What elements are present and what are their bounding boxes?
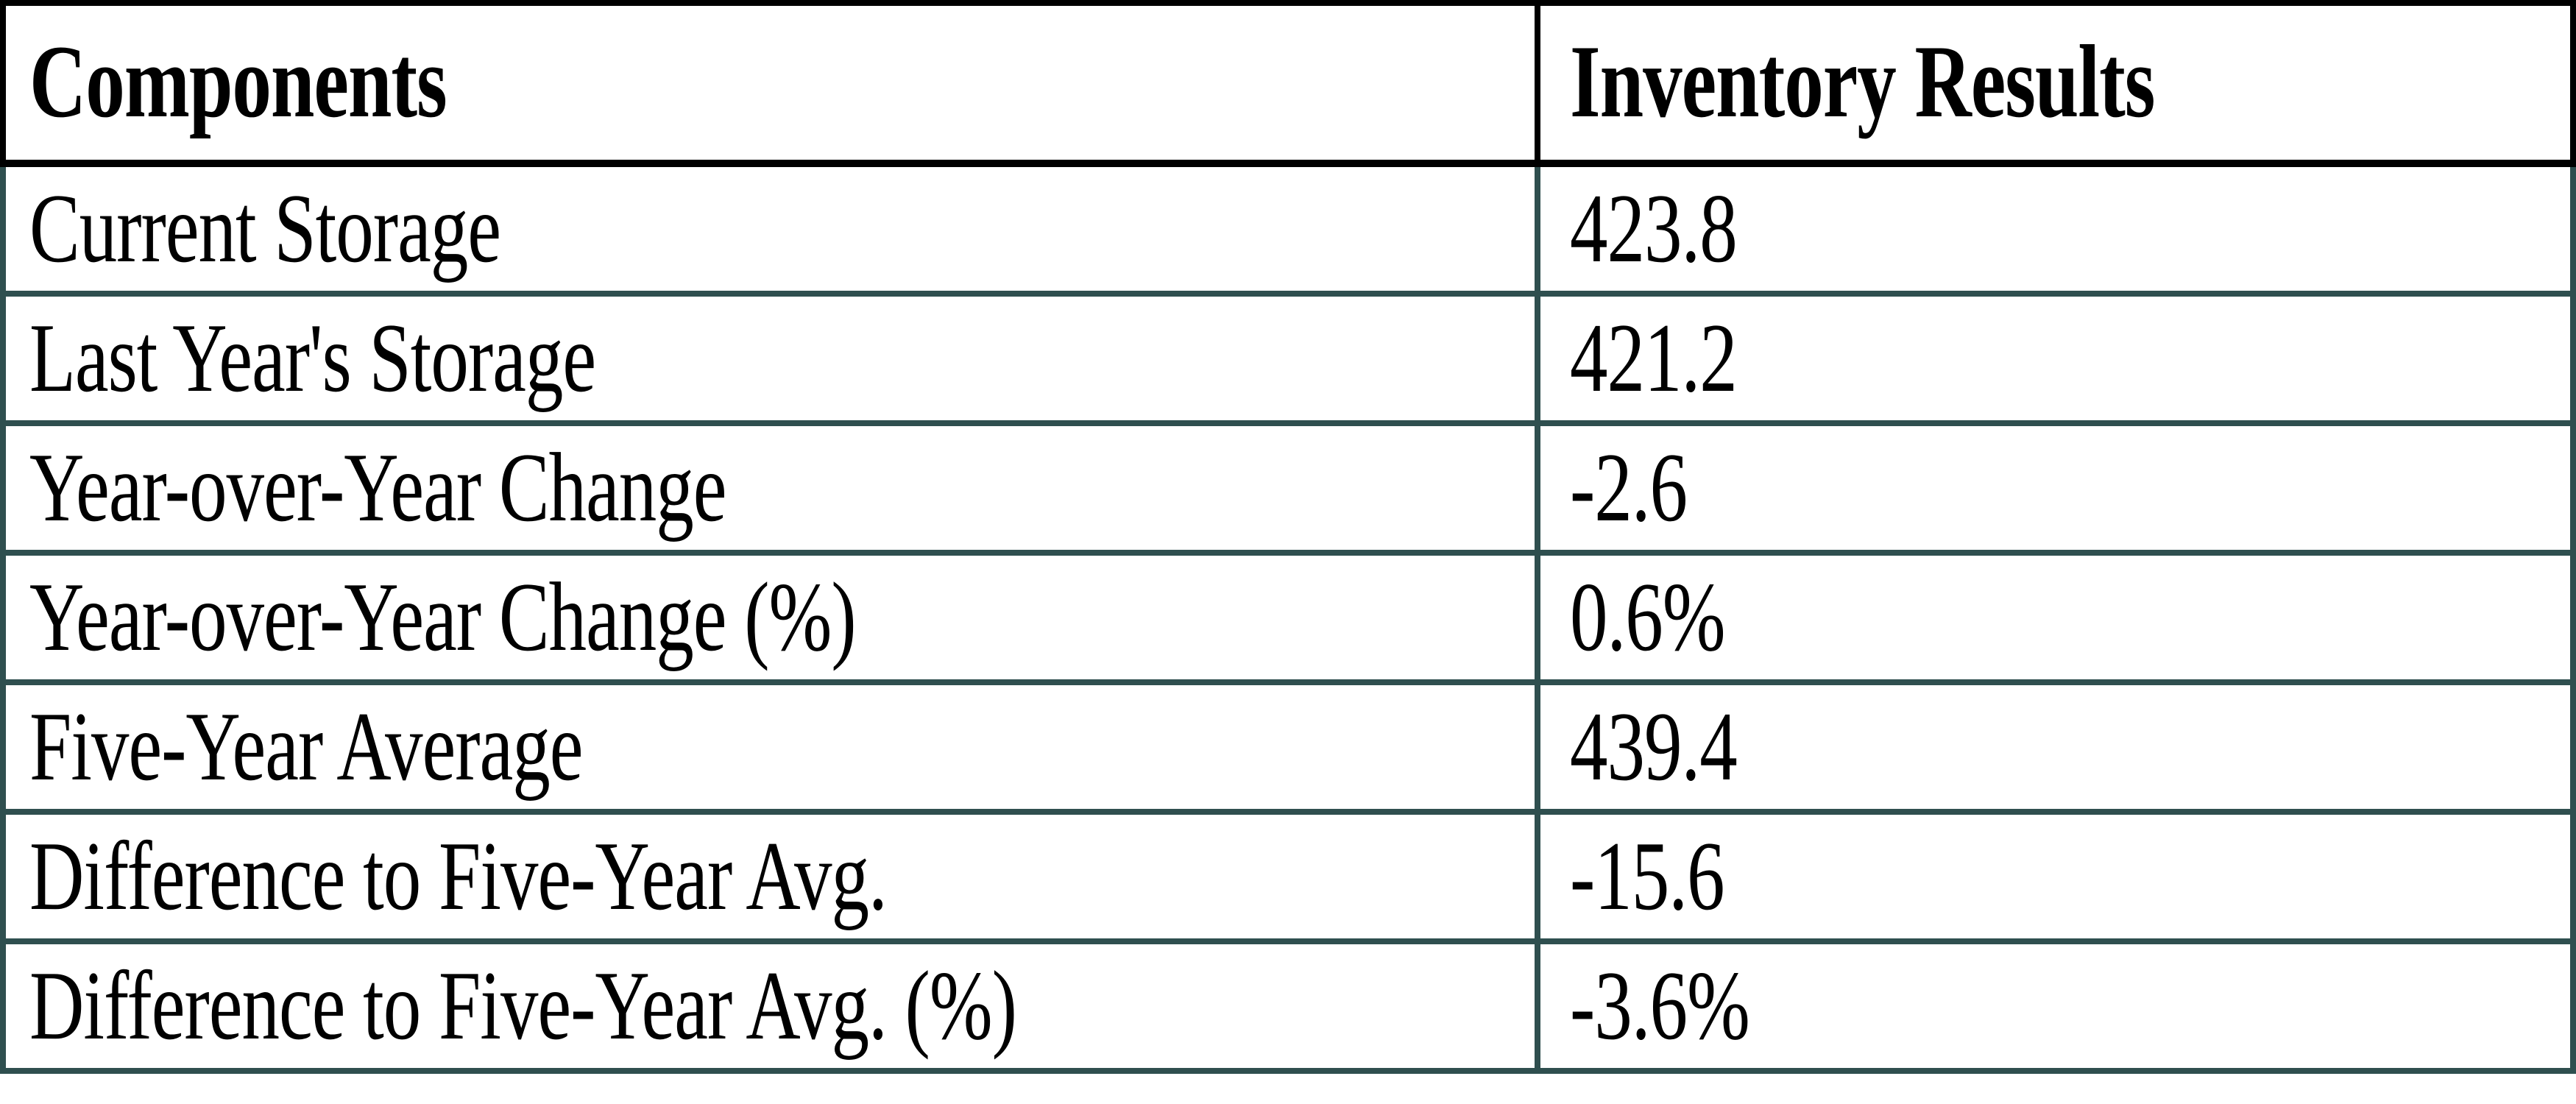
component-cell: Difference to Five-Year Avg. xyxy=(6,815,1540,938)
header-label-components: Components xyxy=(29,24,447,140)
component-cell: Difference to Five-Year Avg. (%) xyxy=(6,944,1540,1068)
header-label-results: Inventory Results xyxy=(1570,24,2155,140)
component-label: Current Storage xyxy=(29,174,501,283)
value-cell: -2.6 xyxy=(1540,426,2570,550)
value-text: -15.6 xyxy=(1570,821,1725,931)
component-label: Year-over-Year Change (%) xyxy=(29,562,857,672)
value-cell: -15.6 xyxy=(1540,815,2570,938)
table-header-row: Components Inventory Results xyxy=(0,0,2576,167)
component-label: Difference to Five-Year Avg. xyxy=(29,821,888,931)
component-cell: Current Storage xyxy=(6,167,1540,291)
header-cell-components: Components xyxy=(6,6,1540,160)
value-text: 439.4 xyxy=(1570,692,1738,802)
component-cell: Year-over-Year Change xyxy=(6,426,1540,550)
value-cell: 423.8 xyxy=(1540,167,2570,291)
component-label: Year-over-Year Change xyxy=(29,433,726,542)
table-row: Difference to Five-Year Avg. (%) -3.6% xyxy=(0,944,2576,1074)
component-cell: Five-Year Average xyxy=(6,685,1540,809)
table-row: Year-over-Year Change -2.6 xyxy=(0,426,2576,556)
table-row: Current Storage 423.8 xyxy=(0,167,2576,297)
table-row: Difference to Five-Year Avg. -15.6 xyxy=(0,815,2576,944)
value-cell: 439.4 xyxy=(1540,685,2570,809)
value-cell: 0.6% xyxy=(1540,556,2570,679)
value-cell: -3.6% xyxy=(1540,944,2570,1068)
value-text: 0.6% xyxy=(1570,562,1726,672)
value-text: -2.6 xyxy=(1570,433,1688,542)
table-row: Five-Year Average 439.4 xyxy=(0,685,2576,815)
table-row: Year-over-Year Change (%) 0.6% xyxy=(0,556,2576,685)
value-cell: 421.2 xyxy=(1540,297,2570,420)
component-label: Last Year's Storage xyxy=(29,303,596,413)
header-cell-results: Inventory Results xyxy=(1540,6,2570,160)
inventory-table: Components Inventory Results Current Sto… xyxy=(0,0,2576,1074)
table-row: Last Year's Storage 421.2 xyxy=(0,297,2576,426)
value-text: 421.2 xyxy=(1570,303,1738,413)
component-cell: Last Year's Storage xyxy=(6,297,1540,420)
component-label: Difference to Five-Year Avg. (%) xyxy=(29,951,1017,1061)
component-cell: Year-over-Year Change (%) xyxy=(6,556,1540,679)
value-text: -3.6% xyxy=(1570,951,1750,1061)
value-text: 423.8 xyxy=(1570,174,1738,283)
component-label: Five-Year Average xyxy=(29,692,583,802)
